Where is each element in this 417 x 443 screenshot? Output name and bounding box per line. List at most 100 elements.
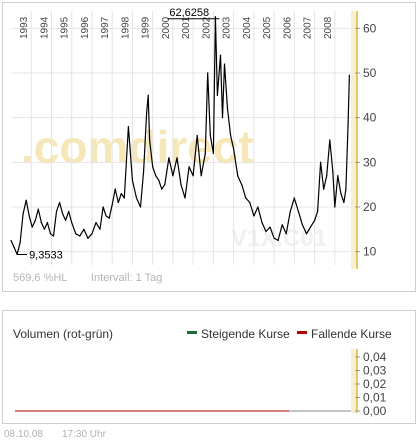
x-tick-label: 2006 <box>282 16 293 39</box>
volume-chart: Volumen (rot-grün) Steigende Kurse Fallend… <box>13 327 392 418</box>
price-series-point <box>212 152 214 154</box>
price-chart-panel: .comdirect V1X.C01 10 20 30 40 50 60 1993 1994 199… <box>2 2 416 292</box>
volume-chart-panel: Volumen (rot-grün) Steigende Kurse Fallend… <box>2 310 416 424</box>
price-series-point <box>253 215 255 217</box>
price-series-point <box>43 228 45 230</box>
price-series-point <box>127 126 129 128</box>
volume-title: Volumen (rot-grün) <box>13 327 113 341</box>
price-series-point <box>281 224 283 226</box>
price-series-point <box>334 206 336 208</box>
price-series-point <box>332 170 334 172</box>
footer-date: 08.10.08 <box>4 429 43 440</box>
x-tick-label: 1996 <box>80 16 91 39</box>
price-series-point <box>19 242 21 244</box>
y-tick-label: 40 <box>363 111 377 125</box>
min-label: 9,3533 <box>29 250 63 262</box>
price-series-point <box>49 233 52 235</box>
y-tick-label: 60 <box>363 21 377 35</box>
price-series-point <box>95 221 97 224</box>
price-series-point <box>172 175 174 177</box>
x-tick-label: 2003 <box>222 16 233 39</box>
price-series-point <box>348 74 350 76</box>
price-series-point <box>237 175 239 177</box>
price-series-point <box>25 199 27 201</box>
x-tick-label: 2000 <box>161 16 172 39</box>
price-series-point <box>123 197 125 199</box>
legend-down-swatch <box>297 331 307 334</box>
price-series-point <box>289 210 291 213</box>
x-tick-label: 2008 <box>323 16 334 39</box>
price-series-point <box>111 204 113 206</box>
price-series-point <box>265 230 267 233</box>
price-series-point <box>147 94 149 96</box>
price-series-point <box>323 188 325 190</box>
price-series-point <box>345 188 347 190</box>
max-label: 62,6258 <box>169 7 209 19</box>
x-tick-label: 2004 <box>242 16 253 39</box>
price-series-point <box>83 228 85 230</box>
legend-up-label: Steigende Kurse <box>201 327 290 341</box>
price-series-point <box>297 210 299 213</box>
price-series-point <box>114 188 116 190</box>
price-series-point <box>161 188 163 190</box>
price-series-line <box>10 16 350 255</box>
price-series-point <box>46 221 49 224</box>
x-tick-label: 2002 <box>201 16 212 39</box>
x-tick-label: 1997 <box>100 16 111 39</box>
price-series-point <box>196 134 198 137</box>
price-series-point <box>313 219 316 221</box>
price-series-point <box>176 157 178 159</box>
price-series-point <box>145 112 148 114</box>
price-series-point <box>131 179 134 181</box>
price-series-point <box>65 219 67 221</box>
volume-axis-band <box>351 349 357 413</box>
volume-y-tick-label: 0,02 <box>363 377 387 391</box>
price-series-point <box>71 221 73 224</box>
price-series-point <box>245 197 247 199</box>
price-series-point <box>91 233 93 235</box>
price-series-point <box>207 72 209 74</box>
price-series-point <box>188 166 190 168</box>
x-tick-label: 1999 <box>141 16 152 39</box>
price-series-point <box>117 201 119 204</box>
price-series-point <box>155 175 157 177</box>
y-tick-label: 20 <box>363 200 377 214</box>
footer-time: 17:30 Uhr <box>62 429 106 440</box>
price-series-point <box>62 213 64 215</box>
price-series-point <box>317 210 319 213</box>
price-series-point <box>257 206 259 208</box>
price-series-point <box>320 161 322 163</box>
price-series-point <box>31 226 33 228</box>
price-series-point <box>55 210 58 213</box>
price-series-point <box>75 233 77 235</box>
pct-info: 569,6 %HL <box>13 272 67 284</box>
price-series-point <box>337 175 339 177</box>
x-tick-label: 1995 <box>60 16 71 39</box>
price-series-point <box>102 206 104 208</box>
price-series-point <box>79 235 81 237</box>
price-series-point <box>221 117 224 119</box>
price-series-point <box>241 184 243 186</box>
price-series-point <box>309 226 312 228</box>
price-series-point <box>214 16 217 18</box>
watermark-logo: .comdirect <box>21 121 254 173</box>
price-series-point <box>192 175 194 177</box>
y-axis-band <box>351 11 357 269</box>
price-series-point <box>129 152 132 154</box>
y-tick-label: 10 <box>363 245 377 259</box>
price-series-point <box>37 208 39 210</box>
price-series-point <box>34 219 36 221</box>
volume-y-tick-label: 0,01 <box>363 391 387 405</box>
price-series-point <box>168 157 170 159</box>
price-series-point <box>226 108 229 110</box>
price-series-point <box>343 201 345 204</box>
volume-y-tick-label: 0,04 <box>363 350 387 364</box>
price-series-point <box>10 239 12 242</box>
volume-y-tick-label: 0,03 <box>363 364 387 378</box>
price-series-point <box>216 94 219 96</box>
volume-y-tick-label: 0,00 <box>363 404 387 418</box>
x-tick-label: 2007 <box>303 16 314 39</box>
price-series-point <box>13 246 15 248</box>
price-series-point <box>149 139 151 141</box>
